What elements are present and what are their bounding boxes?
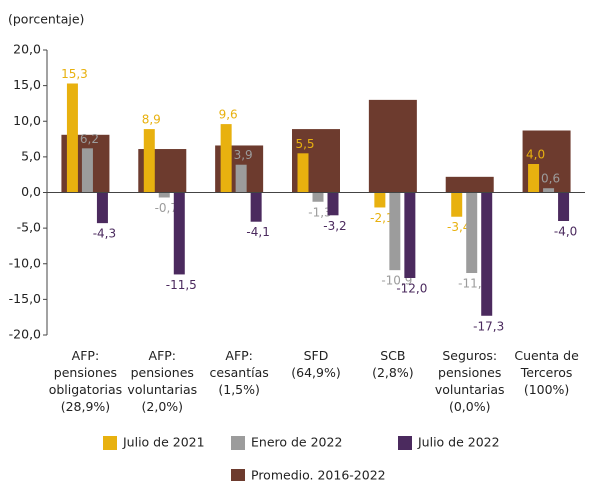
value-label: -3,4 — [447, 220, 470, 234]
y-tick-label: -10,0 — [9, 255, 41, 270]
value-label: -1,3 — [308, 205, 331, 219]
y-tick-label: 5,0 — [21, 148, 41, 163]
bar — [235, 164, 247, 193]
value-label: -17,3 — [473, 319, 504, 333]
x-tick-label-line: SCB — [380, 348, 405, 363]
x-tick-label-line: Cuenta de — [514, 348, 579, 363]
bar — [374, 192, 386, 208]
x-tick-label-line: Seguros: — [442, 348, 497, 363]
bar — [66, 83, 78, 193]
bar — [96, 192, 108, 224]
bar — [389, 192, 401, 271]
legend-label: Julio de 2021 — [122, 435, 205, 450]
y-tick-label: 15,0 — [13, 77, 41, 92]
legend-swatch — [231, 436, 245, 450]
x-tick-label-line: (2,8%) — [372, 365, 414, 380]
x-tick-label-line: cesantías — [210, 365, 269, 380]
value-label: 5,5 — [295, 137, 314, 151]
value-label: 6,2 — [80, 132, 99, 146]
y-tick-label: 20,0 — [13, 42, 41, 57]
value-label: -3,2 — [323, 219, 346, 233]
x-tick-label-line: (1,5%) — [218, 382, 260, 397]
bar — [143, 129, 155, 193]
x-tick-label-line: AFP: — [72, 348, 100, 363]
x-tick-label-line: pensiones — [131, 365, 194, 380]
x-tick-label-line: (28,9%) — [61, 399, 110, 414]
value-label: 4,0 — [526, 148, 545, 162]
legend-label: Enero de 2022 — [251, 435, 342, 450]
bar — [445, 176, 494, 193]
value-label: 9,6 — [219, 108, 238, 122]
bar — [220, 124, 232, 193]
legend-label: Promedio. 2016-2022 — [251, 468, 386, 481]
value-label: 15,3 — [61, 67, 88, 81]
value-label: 8,9 — [142, 113, 161, 127]
bar — [481, 192, 493, 316]
value-label: -0,7 — [155, 201, 178, 215]
bar — [451, 192, 463, 217]
y-tick-label: 10,0 — [13, 113, 41, 128]
x-tick-label-line: Terceros — [520, 365, 573, 380]
legend-swatch — [231, 469, 245, 481]
value-label: -11,5 — [166, 278, 197, 292]
bar — [368, 99, 417, 193]
value-label: 0,6 — [541, 172, 560, 186]
x-tick-label: AFP: pensiones voluntarias (2,0%) — [127, 348, 197, 414]
x-tick-label: SCB (2,8%) — [372, 348, 414, 380]
bar — [297, 153, 309, 193]
x-tick-label-line: pensiones — [54, 365, 117, 380]
x-tick-label-line: obligatorias — [49, 382, 122, 397]
x-tick-label: AFP: pensiones obligatorias (28,9%) — [49, 348, 122, 414]
x-tick-label-line: (0,0%) — [449, 399, 491, 414]
x-tick-label: Cuenta de Terceros (100%) — [514, 348, 579, 397]
bar — [158, 192, 170, 198]
value-label: 3,9 — [234, 148, 253, 162]
value-label: -4,0 — [554, 225, 577, 239]
x-tick-label-line: AFP: — [225, 348, 253, 363]
bar — [558, 192, 570, 221]
x-tick-label-line: AFP: — [149, 348, 177, 363]
x-tick-label-line: voluntarias — [127, 382, 197, 397]
bar — [543, 188, 555, 193]
y-tick-label: 0,0 — [21, 184, 41, 199]
bar — [327, 192, 339, 216]
bar — [466, 192, 478, 274]
bar — [404, 192, 416, 278]
value-label: -12,0 — [396, 282, 427, 296]
bar — [528, 164, 540, 193]
x-tick-label-line: (100%) — [524, 382, 570, 397]
x-tick-label-line: (64,9%) — [291, 365, 340, 380]
x-tick-label: AFP: cesantías (1,5%) — [210, 348, 269, 397]
y-tick-label: -20,0 — [9, 327, 41, 342]
x-tick-label-line: voluntarias — [435, 382, 505, 397]
x-tick-label-line: pensiones — [438, 365, 501, 380]
x-tick-label: Seguros: pensiones voluntarias (0,0%) — [435, 348, 505, 414]
x-tick-label-line: (2,0%) — [142, 399, 184, 414]
value-label: -4,1 — [246, 225, 269, 239]
y-tick-label: -15,0 — [9, 291, 41, 306]
y-tick-label: -5,0 — [17, 220, 41, 235]
x-tick-label-line: SFD — [304, 348, 329, 363]
legend-swatch — [103, 436, 117, 450]
bar — [250, 192, 262, 222]
legend-label: Julio de 2022 — [417, 435, 500, 450]
y-axis-label: (porcentaje) — [8, 12, 84, 27]
value-label: -4,3 — [93, 227, 116, 241]
legend-swatch — [398, 436, 412, 450]
bar — [81, 148, 93, 193]
value-label: -2,1 — [370, 211, 393, 225]
bar — [173, 192, 185, 275]
bar — [312, 192, 324, 202]
x-tick-label: SFD (64,9%) — [291, 348, 340, 380]
